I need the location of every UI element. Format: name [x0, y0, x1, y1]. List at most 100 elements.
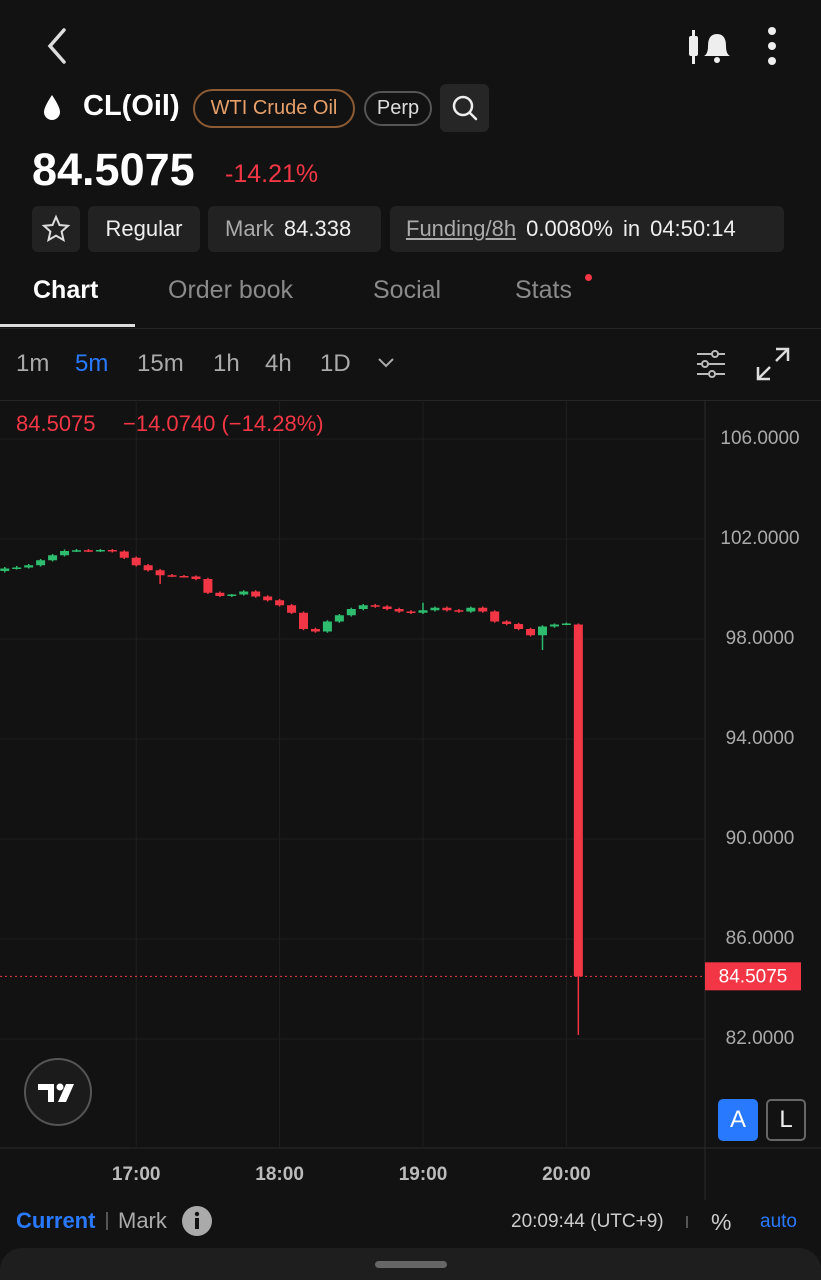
- candle-body: [466, 607, 476, 612]
- funding-rate: 0.0080%: [526, 216, 613, 241]
- last-price-tag: [705, 962, 801, 991]
- candle-body: [514, 624, 524, 629]
- back-button[interactable]: [40, 26, 74, 66]
- tradingview-logo[interactable]: [24, 1058, 92, 1126]
- x-tick-label: 19:00: [399, 1164, 448, 1185]
- candle-body: [24, 565, 34, 568]
- log-scale-button[interactable]: L: [766, 1099, 806, 1141]
- candle-body: [251, 591, 261, 597]
- y-tick-label: 98.0000: [726, 628, 795, 649]
- favorite-button[interactable]: [32, 206, 80, 252]
- last-price: 84.5075: [32, 144, 195, 195]
- interval[interactable]: 5m: [75, 350, 109, 377]
- legend-price: 84.5075: [16, 411, 96, 436]
- y-tick-label: 102.0000: [720, 528, 799, 549]
- candle-body: [12, 567, 22, 569]
- perp-pill: Perp: [364, 91, 432, 126]
- candle-body: [143, 565, 153, 571]
- x-tick-label: 18:00: [255, 1164, 304, 1185]
- interval[interactable]: 4h: [265, 350, 292, 377]
- candle-body: [334, 615, 344, 622]
- candle-body: [346, 609, 356, 616]
- info-icon[interactable]: [181, 1205, 213, 1237]
- tab[interactable]: Order book: [168, 276, 294, 304]
- candle-body: [478, 607, 488, 612]
- candle-body: [502, 621, 512, 624]
- separator: [686, 1216, 688, 1228]
- funding-in: in: [622, 216, 641, 241]
- candle-body: [119, 551, 129, 558]
- interval[interactable]: 1D: [320, 350, 351, 377]
- search-button[interactable]: [440, 84, 489, 132]
- candle-body: [573, 624, 583, 977]
- auto-scale-button[interactable]: A: [718, 1099, 758, 1141]
- candle-body: [382, 606, 392, 609]
- star-icon: [41, 214, 71, 243]
- candle-body: [215, 592, 225, 596]
- candle-body: [0, 568, 10, 571]
- candle-body: [263, 596, 273, 601]
- auto-toggle[interactable]: auto: [760, 1211, 797, 1232]
- name-pill: WTI Crude Oil: [193, 89, 355, 128]
- candle-body: [418, 610, 428, 613]
- candle-body: [370, 605, 380, 607]
- interval[interactable]: 1h: [213, 350, 240, 377]
- interval-dropdown[interactable]: [376, 354, 396, 370]
- tab[interactable]: Chart: [33, 276, 99, 304]
- price-change: -14.21%: [225, 160, 319, 188]
- candle-body: [442, 607, 452, 611]
- notification-dot: [585, 274, 592, 281]
- candle-body: [549, 624, 559, 627]
- candle-body: [299, 612, 309, 629]
- y-tick-label: 82.0000: [726, 1028, 795, 1049]
- funding-box: Funding/8h 0.0080% in 04:50:14: [390, 206, 784, 252]
- candle-body: [131, 557, 141, 566]
- candle-body: [155, 570, 165, 576]
- session: Regular: [105, 216, 183, 241]
- clock: 20:09:44 (UTC+9): [511, 1211, 664, 1232]
- tab[interactable]: Social: [373, 276, 442, 304]
- candle-body: [454, 610, 464, 612]
- mark-value: 84.338: [283, 216, 352, 241]
- candle-body: [430, 607, 440, 611]
- candle-body: [287, 605, 297, 613]
- candle-body: [526, 629, 536, 636]
- y-tick-label: 94.0000: [726, 728, 795, 749]
- candle-body: [310, 629, 320, 632]
- percent-toggle[interactable]: %: [711, 1209, 732, 1235]
- interval[interactable]: 1m: [16, 350, 50, 377]
- mark-toggle[interactable]: Mark: [118, 1208, 167, 1233]
- interval[interactable]: 15m: [137, 350, 184, 377]
- candle-body: [203, 579, 213, 593]
- candle-body: [561, 623, 571, 625]
- mark-label: Mark: [225, 216, 274, 241]
- candle-body: [179, 576, 189, 578]
- separator: [106, 1212, 108, 1230]
- candle-body: [48, 555, 58, 561]
- more-button[interactable]: [760, 26, 784, 68]
- y-tick-label: 90.0000: [726, 828, 795, 849]
- candle-body: [60, 551, 70, 556]
- alert-button[interactable]: [684, 26, 734, 68]
- divider: [0, 328, 821, 329]
- current-toggle[interactable]: Current: [16, 1208, 96, 1233]
- funding-label[interactable]: Funding/8h: [406, 216, 517, 241]
- candle-body: [71, 550, 81, 552]
- indicator-settings[interactable]: [695, 348, 727, 380]
- home-indicator: [375, 1261, 447, 1268]
- candle-body: [107, 550, 117, 552]
- oil-icon: [44, 95, 60, 120]
- candle-body: [36, 560, 46, 566]
- candle-body: [322, 621, 332, 632]
- candle-body: [227, 594, 237, 596]
- symbol: CL(Oil): [83, 90, 180, 122]
- candle-body: [95, 550, 105, 552]
- tab[interactable]: Stats: [515, 276, 572, 304]
- legend-change: −14.0740 (−14.28%): [123, 411, 324, 436]
- funding-countdown: 04:50:14: [650, 216, 736, 241]
- candlestick-chart: 82.0000 86.0000 90.0000 94.0000 98.0000 102.0…: [0, 400, 821, 1200]
- y-tick-label: 106.0000: [720, 428, 799, 449]
- candle-body: [275, 600, 285, 606]
- divider: [0, 400, 821, 401]
- fullscreen-button[interactable]: [755, 346, 791, 382]
